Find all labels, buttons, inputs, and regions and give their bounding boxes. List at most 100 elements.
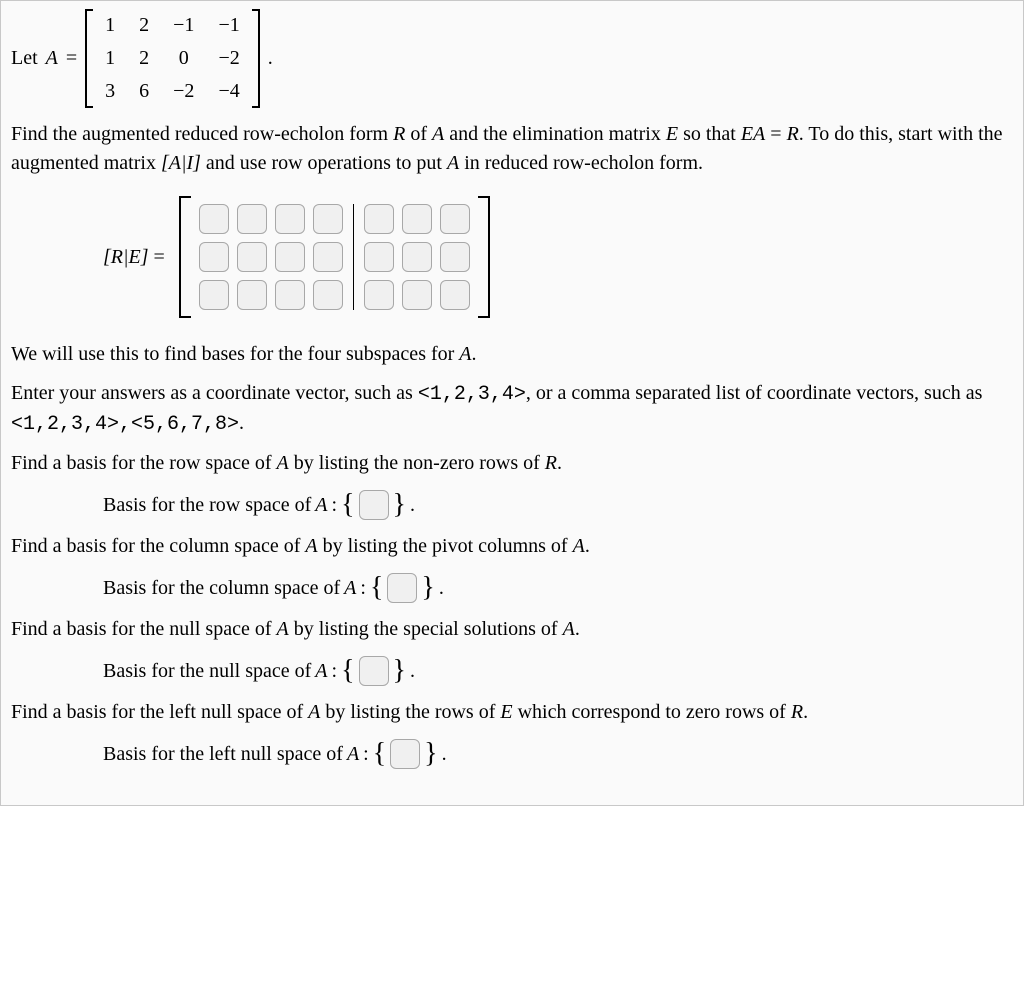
re-equation-row: [R|E] = [103,196,1013,318]
symbol-A: A [459,343,471,365]
answer-row: Basis for the left null space of A: {}. [103,739,1013,769]
matrix-input[interactable] [402,242,432,272]
matrix-cell: 1 [93,9,127,42]
matrix-input[interactable] [199,242,229,272]
text: and the elimination matrix [444,123,666,145]
matrix-input[interactable] [275,280,305,310]
matrix-input[interactable] [364,280,394,310]
matrix-cell: 2 [127,9,161,42]
answer-label: Basis for the null space of [103,657,311,686]
symbol-A: A [315,657,327,686]
answer-label: Basis for the row space of [103,491,311,520]
text: . [239,412,244,434]
matrix-input[interactable] [313,280,343,310]
symbol-A: A [447,152,459,174]
question-prompt: Find a basis for the null space of A by … [11,615,1013,644]
brace-close: } [424,740,437,768]
bracket: ] [141,246,149,268]
text: which correspond to zero rows of [513,701,791,723]
text: Find the augmented reduced row-echolon f… [11,123,393,145]
paragraph-2: We will use this to find bases for the f… [11,340,1013,369]
augmented-matrix [179,196,490,318]
matrix-input[interactable] [237,204,267,234]
matrix-input[interactable] [402,280,432,310]
symbol-A: A [46,44,58,73]
matrix-input[interactable] [440,280,470,310]
matrix-input[interactable] [364,204,394,234]
answer-row: Basis for the null space of A: {}. [103,656,1013,686]
symbol: E [500,701,512,723]
matrix-input[interactable] [237,242,267,272]
bracket-right [478,196,490,318]
matrix-cell: −4 [206,75,251,108]
text: Find a basis for the column space of [11,535,305,557]
symbol-A: A [277,618,289,640]
matrix-input[interactable] [440,204,470,234]
text: by listing the pivot columns of [318,535,573,557]
matrix-cell: −2 [161,75,206,108]
answer-input[interactable] [359,490,389,520]
answer-input[interactable] [387,573,417,603]
period: . [442,740,447,769]
matrix-input[interactable] [364,242,394,272]
brace-close: } [393,657,406,685]
answer-label: : [332,657,338,686]
E-input-grid [358,204,476,310]
brace-open: { [370,574,383,602]
let-row: Let A = 1 2 −1 −1 1 2 0 −2 3 [11,9,1013,108]
text: by listing the special solutions of [289,618,563,640]
matrix-input[interactable] [237,280,267,310]
symbol-A: A [277,452,289,474]
R-input-grid [193,204,349,310]
text: , or a comma separated list of coordinat… [526,382,983,404]
text: by listing the rows of [320,701,500,723]
text: . [557,452,562,474]
symbol-A: A [308,701,320,723]
matrix-input[interactable] [313,242,343,272]
let-text: Let [11,44,38,73]
answer-label: Basis for the left null space of [103,740,343,769]
equals-sign: = [66,44,77,73]
problem-container: Let A = 1 2 −1 −1 1 2 0 −2 3 [0,0,1024,806]
matrix-cell: −1 [206,9,251,42]
answer-label: : [332,491,338,520]
symbol-AI: [A|I] [161,152,201,174]
matrix-cell: 1 [93,42,127,75]
symbol-E: E [666,123,678,145]
text: by listing the non-zero rows of [289,452,545,474]
matrix-cell: 3 [93,75,127,108]
symbol-R: R [393,123,405,145]
text: Find a basis for the left null space of [11,701,308,723]
matrix-input[interactable] [275,204,305,234]
text: Enter your answers as a coordinate vecto… [11,382,418,404]
augment-divider [353,204,354,310]
brace-open: { [373,740,386,768]
answer-input[interactable] [390,739,420,769]
text: Find a basis for the null space of [11,618,277,640]
text: Find a basis for the row space of [11,452,277,474]
bracket-right [252,9,260,108]
text: = [765,123,786,145]
augmented-body [191,196,478,318]
text: of [405,123,432,145]
question-prompt: Find a basis for the left null space of … [11,698,1013,727]
matrix-input[interactable] [199,280,229,310]
matrix-input[interactable] [199,204,229,234]
brace-close: } [393,491,406,519]
matrix-input[interactable] [440,242,470,272]
symbol-E: E [129,246,141,268]
matrix-input[interactable] [275,242,305,272]
question-prompt: Find a basis for the column space of A b… [11,532,1013,561]
equals: = [149,246,165,268]
period: . [410,491,415,520]
bracket-left [179,196,191,318]
answer-input[interactable] [359,656,389,686]
answer-label: Basis for the column space of [103,574,340,603]
matrix-input[interactable] [313,204,343,234]
bracket: [ [103,246,111,268]
text: We will use this to find bases for the f… [11,343,459,365]
symbol: A [573,535,585,557]
symbol-R: R [111,246,123,268]
bracket-left [85,9,93,108]
matrix-input[interactable] [402,204,432,234]
